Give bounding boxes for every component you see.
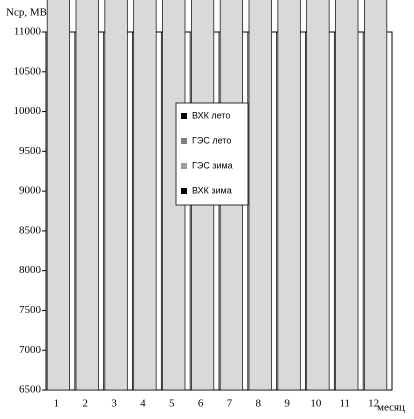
y-tick-label: 6500 [19,384,42,396]
x-tick-label: 1 [54,398,60,410]
bar-segment [277,0,301,391]
y-tick-label: 10000 [14,105,42,117]
legend-box [175,102,249,206]
bar-segment [133,0,157,391]
y-tick-label: 9500 [19,145,42,157]
x-tick-label: 11 [339,398,350,410]
bar-segment [363,0,388,391]
x-tick-label: 10 [310,398,322,410]
bar-segment [104,0,128,391]
x-tick-label: 7 [227,398,233,410]
y-tick-label: 8000 [19,264,42,276]
y-tick-label: 10500 [14,65,42,77]
x-tick-label: 8 [256,398,262,410]
legend-swatch [181,163,187,169]
bar-segment [248,0,272,391]
bar-segment [335,0,359,391]
legend-label: ГЭС зима [192,160,233,170]
legend-label: ВХК лето [192,110,230,120]
x-tick-label: 12 [368,398,379,410]
legend-label: ВХК зима [192,185,232,195]
x-tick-label: 6 [198,398,204,410]
x-tick-label: 3 [111,398,117,410]
bar-segment [75,0,99,391]
legend-label: ГЭС лето [192,135,231,145]
y-tick-label: 7000 [19,344,42,356]
y-tick-label: 7500 [19,304,42,316]
y-tick-label: 11000 [14,26,42,38]
legend-swatch [181,188,187,194]
legend-swatch [181,138,187,144]
legend-swatch [181,113,187,119]
x-tick-label: 4 [140,398,146,410]
y-axis-label: Ncp, МВт [6,7,52,19]
x-tick-label: 2 [83,398,89,410]
x-tick-label: 5 [169,398,175,410]
bar-segment [46,0,71,391]
x-tick-label: 9 [284,398,290,410]
y-tick-label: 8500 [19,224,42,236]
x-axis-label: месяц [377,402,405,414]
bar-segment [306,0,330,391]
y-tick-label: 9000 [19,185,42,197]
